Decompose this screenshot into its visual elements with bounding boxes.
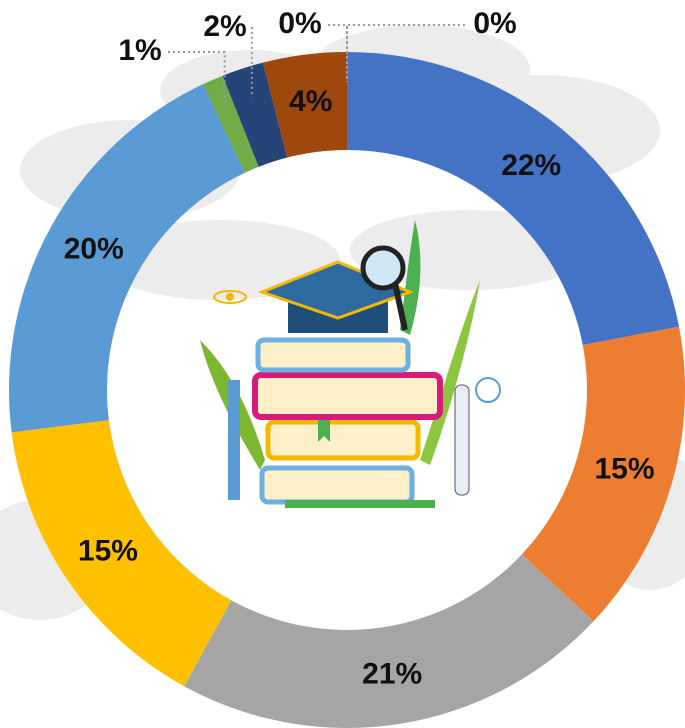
data-label: 15% [595,453,655,486]
data-label: 21% [362,657,422,690]
data-label: 0% [278,7,321,40]
data-label: 22% [501,149,561,182]
data-label: 0% [473,7,516,40]
data-label: 20% [64,233,124,266]
data-label: 2% [203,10,246,43]
chart: 22% 15% 21% 15% 20% 1% 2% 4% 0% 0% [0,0,685,728]
data-label: 1% [118,34,161,67]
data-label: 15% [78,534,138,567]
slice [184,554,593,728]
data-label: 4% [289,85,332,118]
